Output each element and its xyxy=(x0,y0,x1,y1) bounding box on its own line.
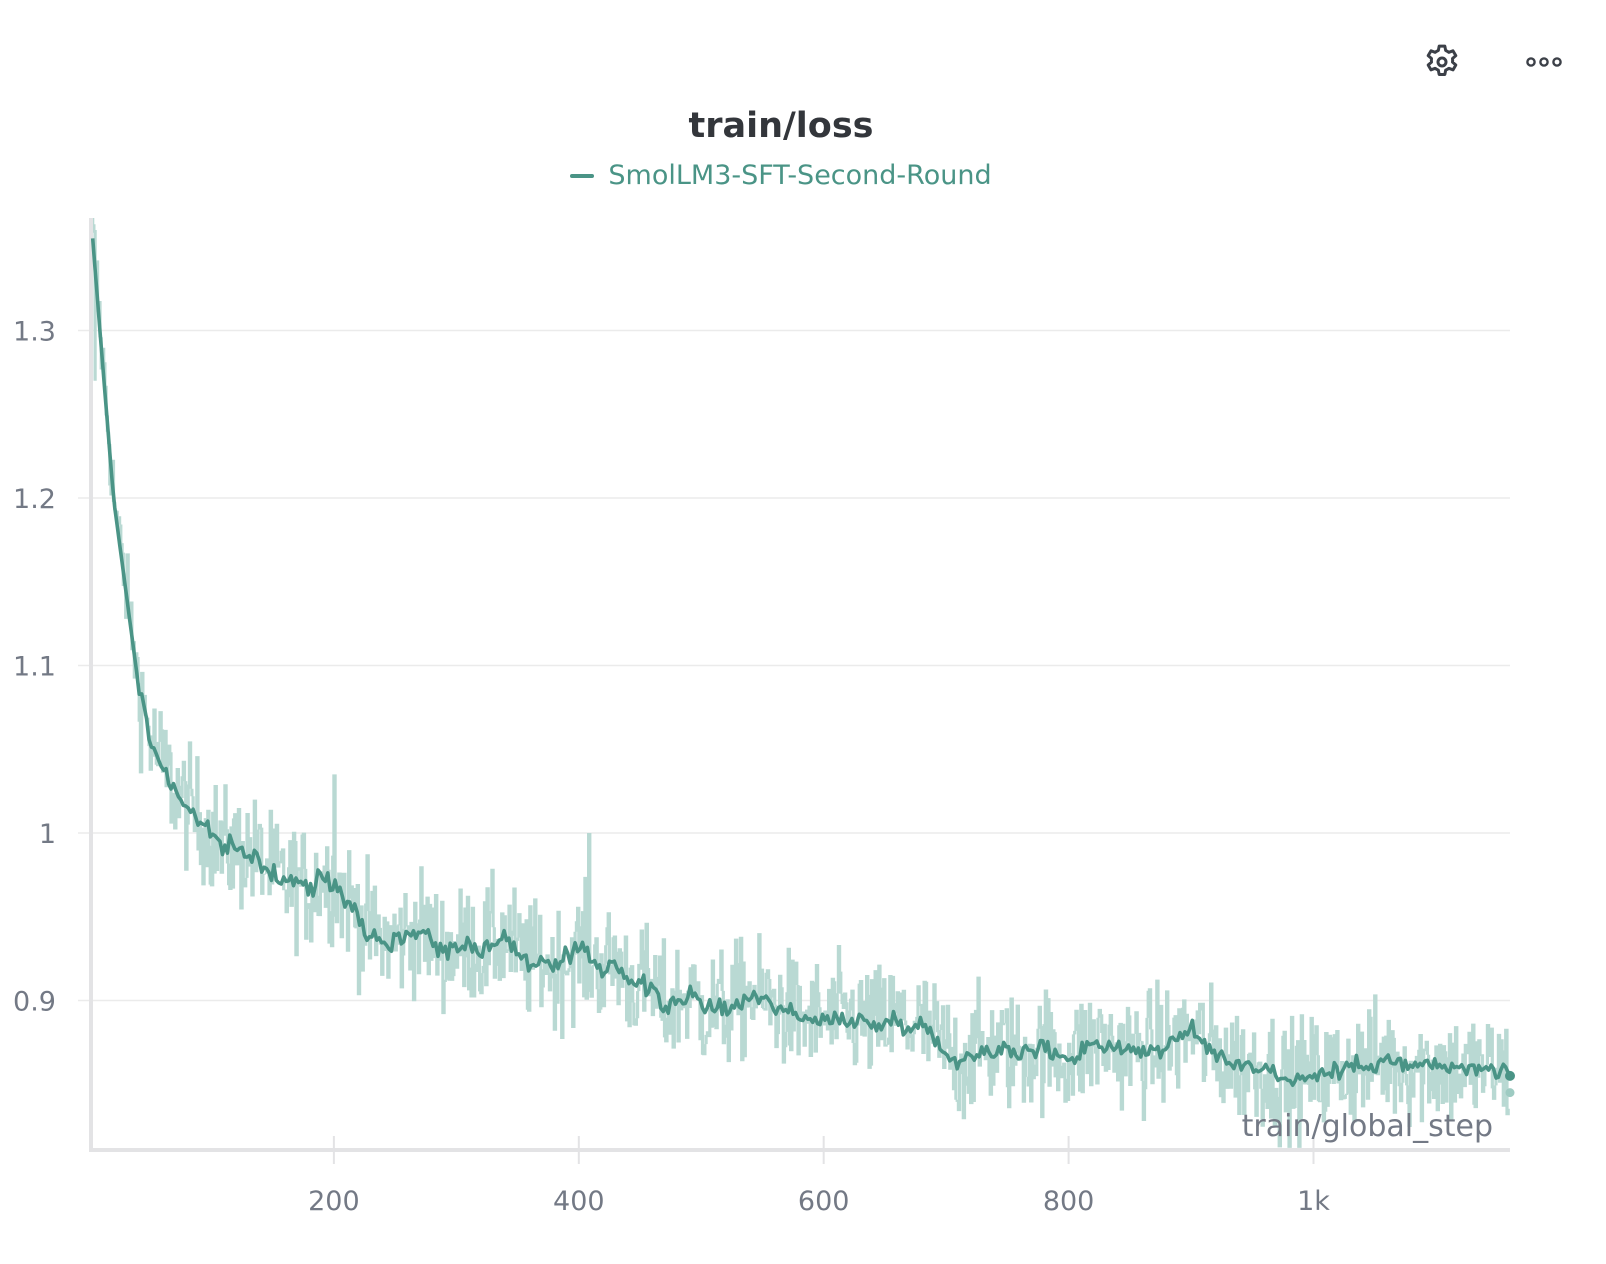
tick-labels: 0.9 1 1.1 1.2 1.3 200 400 600 800 1k train/global_… xyxy=(13,317,1493,1218)
raw-series xyxy=(89,218,1510,1148)
y-tick-label: 1.3 xyxy=(13,317,56,348)
x-tick-label: 1k xyxy=(1297,1186,1330,1217)
x-axis-title: train/global_step xyxy=(1242,1109,1493,1144)
x-tick-label: 200 xyxy=(308,1186,360,1217)
y-tick-label: 1.2 xyxy=(13,484,56,515)
end-marker xyxy=(1505,1088,1515,1098)
x-tick-label: 400 xyxy=(553,1186,605,1217)
gear-icon xyxy=(1426,44,1458,76)
legend-swatch xyxy=(570,173,595,178)
y-tick-label: 0.9 xyxy=(13,987,56,1018)
more-options-button[interactable] xyxy=(1522,40,1566,84)
more-horizontal-icon xyxy=(1526,57,1562,67)
settings-button[interactable] xyxy=(1420,40,1464,84)
x-tick-label: 600 xyxy=(798,1186,850,1217)
legend-item-label[interactable]: SmolLM3-SFT-Second-Round xyxy=(608,160,992,191)
chart-title: train/loss xyxy=(688,106,874,146)
x-tick-label: 800 xyxy=(1043,1186,1095,1217)
smoothed-series-path xyxy=(90,238,1510,1087)
panel-toolbar xyxy=(1420,40,1566,84)
raw-series-path xyxy=(89,218,1510,1148)
chart-legend: SmolLM3-SFT-Second-Round xyxy=(0,160,1562,191)
axes xyxy=(89,218,1510,1164)
smoothed-series xyxy=(90,238,1515,1098)
end-marker xyxy=(1505,1070,1515,1081)
y-tick-label: 1 xyxy=(39,819,56,850)
y-tick-label: 1.1 xyxy=(13,652,56,683)
